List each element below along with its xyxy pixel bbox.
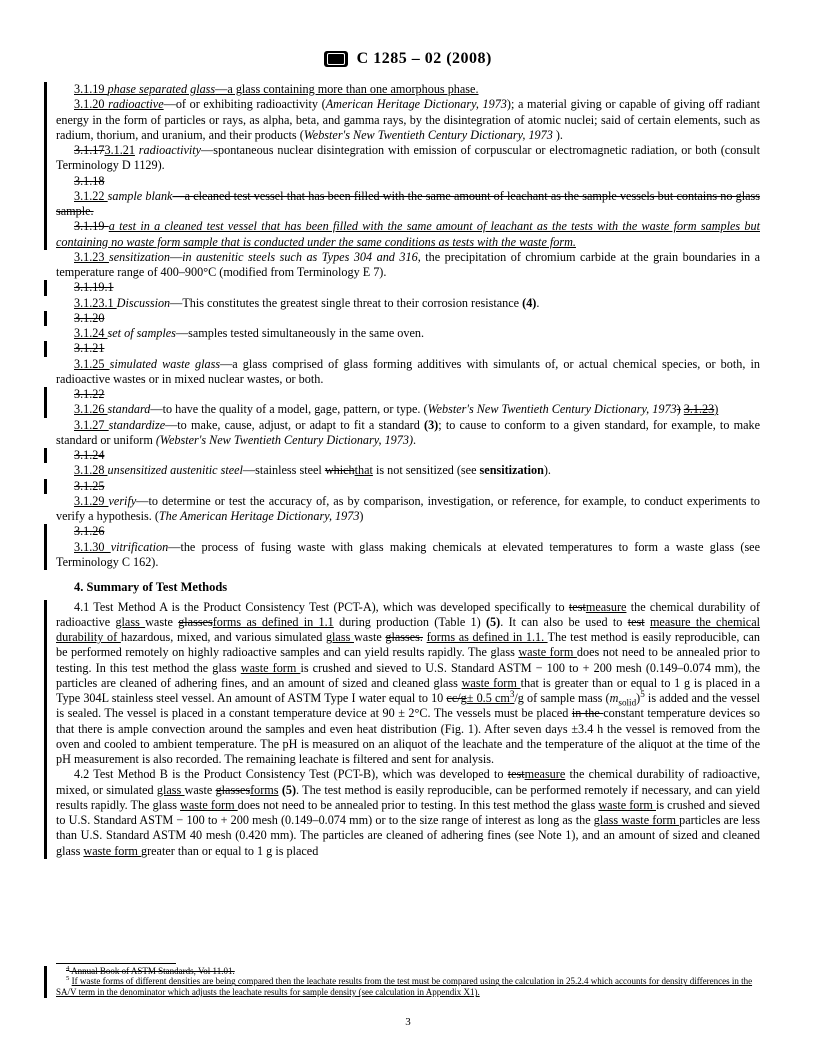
definition-text: 3.1.18 bbox=[56, 174, 760, 189]
para-4-2-wrap: 4.2 Test Method B is the Product Consist… bbox=[44, 767, 760, 859]
definition-item: 3.1.22 sample blank—a cleaned test vesse… bbox=[44, 189, 760, 220]
definition-item: 3.1.19 phase separated glass—a glass con… bbox=[44, 82, 760, 97]
definition-item: 3.1.173.1.21 radioactivity—spontaneous n… bbox=[44, 143, 760, 174]
definition-item: 3.1.19 a test in a cleaned test vessel t… bbox=[44, 219, 760, 250]
definition-text: 3.1.23 sensitization—in austenitic steel… bbox=[56, 250, 760, 281]
definition-text: 3.1.26 bbox=[56, 524, 760, 539]
definition-item: 3.1.29 verify—to determine or test the a… bbox=[56, 494, 760, 525]
definition-item: 3.1.24 bbox=[44, 448, 760, 463]
section-4-title: 4. Summary of Test Methods bbox=[56, 580, 760, 596]
definition-item: 3.1.22 bbox=[44, 387, 760, 402]
definition-text: 3.1.28 unsensitized austenitic steel—sta… bbox=[56, 463, 760, 478]
definition-text: 3.1.19 phase separated glass—a glass con… bbox=[56, 82, 760, 97]
definition-text: 3.1.173.1.21 radioactivity—spontaneous n… bbox=[56, 143, 760, 174]
definition-item: 3.1.28 unsensitized austenitic steel—sta… bbox=[56, 463, 760, 478]
definition-item: 3.1.21 bbox=[44, 341, 760, 356]
astm-logo-icon bbox=[324, 51, 348, 67]
definition-item: 3.1.23.1 Discussion—This constitutes the… bbox=[56, 296, 760, 311]
page-header: C 1285 – 02 (2008) bbox=[56, 50, 760, 68]
page-number: 3 bbox=[0, 1016, 816, 1028]
definition-item: 3.1.20 radioactive—of or exhibiting radi… bbox=[44, 97, 760, 143]
definition-text: 3.1.20 bbox=[56, 311, 760, 326]
definition-item: 3.1.26 bbox=[44, 524, 760, 539]
para-4-2: 4.2 Test Method B is the Product Consist… bbox=[56, 767, 760, 859]
definition-item: 3.1.23 sensitization—in austenitic steel… bbox=[56, 250, 760, 281]
footnote-bar: 4 Annual Book of ASTM Standards, Vol 11.… bbox=[44, 966, 760, 998]
definition-item: 3.1.30 vitrification—the process of fusi… bbox=[44, 540, 760, 571]
content-body: 3.1.19 phase separated glass—a glass con… bbox=[56, 82, 760, 859]
definition-text: 3.1.25 bbox=[56, 479, 760, 494]
definition-text: 3.1.21 bbox=[56, 341, 760, 356]
footnote-rule bbox=[56, 963, 176, 964]
page: C 1285 – 02 (2008) 3.1.19 phase separate… bbox=[0, 0, 816, 1056]
definition-item: 3.1.25 simulated waste glass—a glass com… bbox=[56, 357, 760, 388]
designation-text: C 1285 – 02 (2008) bbox=[357, 50, 492, 67]
footnotes: 4 Annual Book of ASTM Standards, Vol 11.… bbox=[56, 963, 760, 998]
definition-text: 3.1.23.1 Discussion—This constitutes the… bbox=[56, 296, 760, 311]
definition-item: 3.1.26 standard—to have the quality of a… bbox=[44, 402, 760, 417]
footnote-5: 5 If waste forms of different densities … bbox=[56, 976, 760, 998]
definition-text: 3.1.27 standardize—to make, cause, adjus… bbox=[56, 418, 760, 449]
definition-item: 3.1.27 standardize—to make, cause, adjus… bbox=[56, 418, 760, 449]
definition-text: 3.1.26 standard—to have the quality of a… bbox=[56, 402, 760, 417]
definition-text: 3.1.29 verify—to determine or test the a… bbox=[56, 494, 760, 525]
footnote-4: 4 Annual Book of ASTM Standards, Vol 11.… bbox=[56, 966, 760, 977]
definition-text: 3.1.22 bbox=[56, 387, 760, 402]
definition-item: 3.1.20 bbox=[44, 311, 760, 326]
definition-item: 3.1.19.1 bbox=[44, 280, 760, 295]
definition-text: 3.1.22 sample blank—a cleaned test vesse… bbox=[56, 189, 760, 220]
definition-item: 3.1.18 bbox=[44, 174, 760, 189]
definition-text: 3.1.19 a test in a cleaned test vessel t… bbox=[56, 219, 760, 250]
definition-text: 3.1.19.1 bbox=[56, 280, 760, 295]
definition-text: 3.1.24 set of samples—samples tested sim… bbox=[56, 326, 760, 341]
definition-item: 3.1.24 set of samples—samples tested sim… bbox=[56, 326, 760, 341]
definition-text: 3.1.20 radioactive—of or exhibiting radi… bbox=[56, 97, 760, 143]
definitions-list: 3.1.19 phase separated glass—a glass con… bbox=[56, 82, 760, 570]
definition-item: 3.1.25 bbox=[44, 479, 760, 494]
definition-text: 3.1.30 vitrification—the process of fusi… bbox=[56, 540, 760, 571]
definition-text: 3.1.24 bbox=[56, 448, 760, 463]
definition-text: 3.1.25 simulated waste glass—a glass com… bbox=[56, 357, 760, 388]
para-4-1-wrap: 4.1 Test Method A is the Product Consist… bbox=[44, 600, 760, 768]
para-4-1: 4.1 Test Method A is the Product Consist… bbox=[56, 600, 760, 768]
